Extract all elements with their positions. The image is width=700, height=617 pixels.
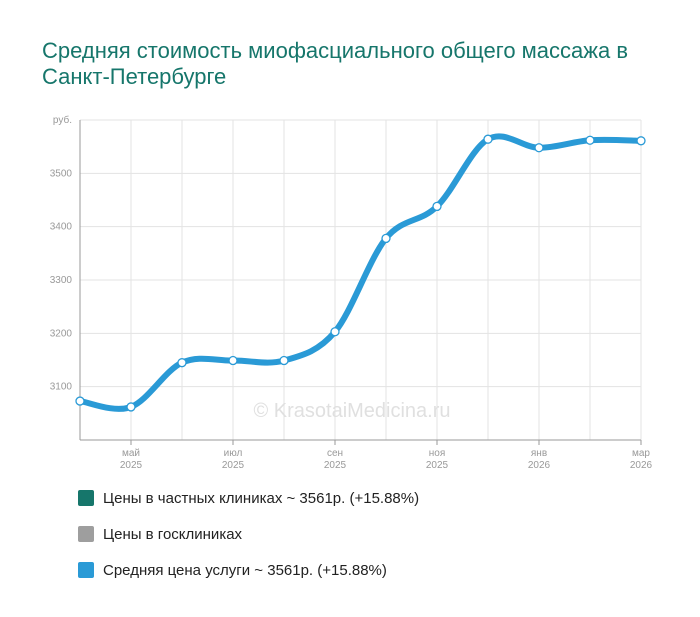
data-point bbox=[75, 396, 85, 406]
data-point bbox=[534, 143, 544, 153]
x-tick-month: ноя bbox=[429, 448, 446, 459]
x-tick-year: 2025 bbox=[222, 460, 245, 471]
watermark: © KrasotaiMedicina.ru bbox=[253, 400, 450, 422]
x-tick-month: мар bbox=[632, 448, 650, 459]
x-tick-year: 2025 bbox=[426, 460, 449, 471]
x-tick-year: 2026 bbox=[630, 460, 653, 471]
y-tick-label: 3400 bbox=[50, 222, 73, 233]
data-point bbox=[483, 134, 493, 144]
chart-title: Средняя стоимость миофасциального общего… bbox=[42, 38, 629, 89]
series bbox=[75, 133, 646, 412]
data-point bbox=[330, 327, 340, 337]
y-tick-label: 3100 bbox=[50, 382, 73, 393]
x-tick-year: 2025 bbox=[120, 460, 143, 471]
legend-swatch bbox=[78, 490, 94, 506]
legend: Цены в частных клиниках ~ 3561р. (+15.88… bbox=[78, 488, 419, 596]
x-tick-year: 2026 bbox=[528, 460, 551, 471]
data-point bbox=[177, 358, 187, 368]
data-point bbox=[228, 355, 238, 366]
x-tick-month: июл bbox=[224, 448, 243, 459]
data-point bbox=[381, 233, 391, 244]
x-tick-month: сен bbox=[327, 448, 343, 459]
y-tick-label: 3300 bbox=[50, 275, 73, 286]
x-tick-month: май bbox=[122, 448, 140, 459]
legend-swatch bbox=[78, 562, 94, 578]
data-point bbox=[126, 402, 136, 412]
x-tick-month: янв bbox=[531, 448, 547, 459]
x-tick-year: 2025 bbox=[324, 460, 347, 471]
data-point bbox=[585, 135, 595, 145]
data-point bbox=[636, 136, 646, 146]
legend-label: Цены в госклиниках bbox=[103, 525, 243, 543]
legend-label: Цены в частных клиниках ~ 3561р. (+15.88… bbox=[103, 489, 420, 507]
y-axis-unit-label: руб. bbox=[53, 114, 72, 126]
legend-item[interactable]: Цены в госклиниках bbox=[78, 524, 419, 544]
legend-item[interactable]: Цены в частных клиниках ~ 3561р. (+15.88… bbox=[78, 488, 419, 508]
y-tick-label: 3200 bbox=[50, 328, 73, 339]
data-point bbox=[432, 201, 442, 212]
legend-label: Средняя цена услуги ~ 3561р. (+15.88%) bbox=[103, 561, 387, 579]
grid bbox=[80, 119, 642, 440]
axes: 31003200330034003500руб.май2025июл2025се… bbox=[50, 114, 653, 471]
y-tick-label: 3500 bbox=[50, 168, 73, 179]
legend-item[interactable]: Средняя цена услуги ~ 3561р. (+15.88%) bbox=[78, 560, 419, 580]
data-point bbox=[279, 355, 289, 366]
legend-swatch bbox=[78, 526, 94, 542]
series-line bbox=[77, 133, 644, 412]
